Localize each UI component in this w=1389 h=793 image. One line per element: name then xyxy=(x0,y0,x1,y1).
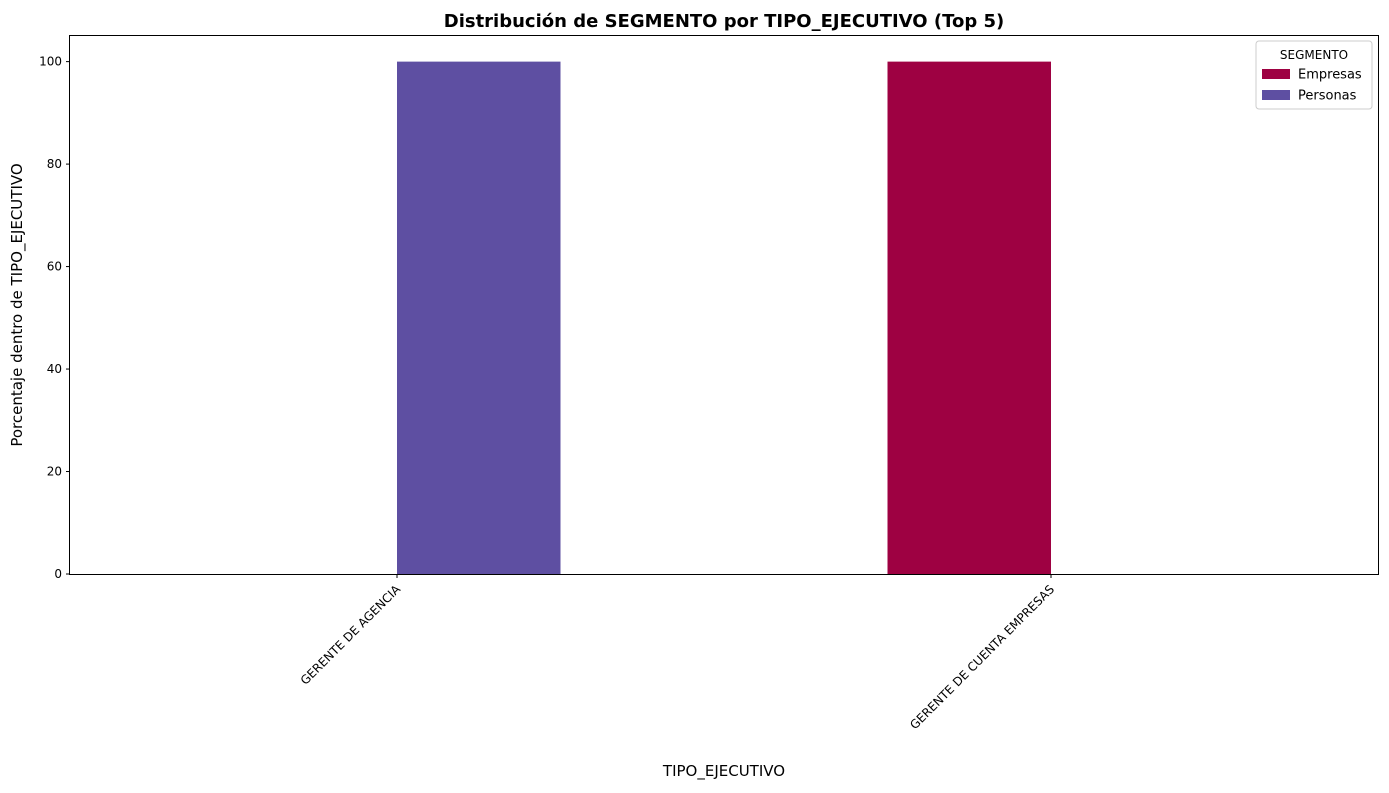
legend-label-empresas: Empresas xyxy=(1298,68,1362,83)
legend-swatch-empresas xyxy=(1262,69,1290,79)
legend-label-personas: Personas xyxy=(1298,89,1357,104)
x-axis-label: TIPO_EJECUTIVO xyxy=(662,762,785,781)
bar-personas-gerente-de-agencia xyxy=(397,61,561,575)
x-tick-label: GERENTE DE CUENTA EMPRESAS xyxy=(907,582,1057,732)
y-ticks-group: 0 20 40 60 80 100 xyxy=(39,55,70,581)
y-tick-label: 100 xyxy=(39,55,62,69)
y-tick-label: 40 xyxy=(47,362,62,376)
y-tick-label: 80 xyxy=(47,157,62,171)
bars-group xyxy=(397,61,1051,575)
y-tick-label: 20 xyxy=(47,465,62,479)
y-axis-label: Porcentaje dentro de TIPO_EJECUTIVO xyxy=(8,163,27,446)
legend-swatch-personas xyxy=(1262,90,1290,100)
legend-items: Empresas Personas xyxy=(1262,68,1362,104)
x-ticks-group: GERENTE DE AGENCIA GERENTE DE CUENTA EMPR… xyxy=(298,574,1057,732)
legend: SEGMENTO Empresas Personas xyxy=(1255,40,1373,110)
chart-title: Distribución de SEGMENTO por TIPO_EJECUT… xyxy=(444,11,1005,32)
y-tick-label: 60 xyxy=(47,260,62,274)
plot-area-frame xyxy=(69,35,1379,575)
bar-empresas-gerente-de-cuenta-empresas xyxy=(887,61,1051,575)
y-tick-label: 0 xyxy=(54,567,62,581)
x-tick-label: GERENTE DE AGENCIA xyxy=(298,582,404,688)
legend-title: SEGMENTO xyxy=(1280,48,1348,62)
